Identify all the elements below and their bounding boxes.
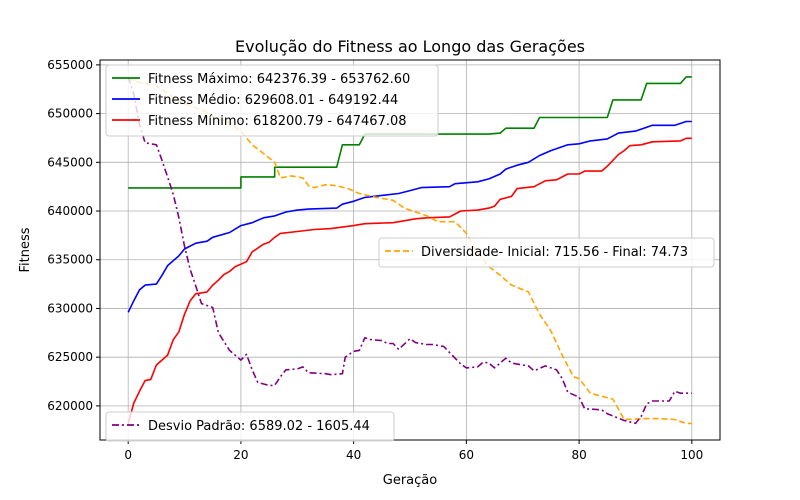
x-tick-label: 0 [124,448,132,462]
x-tick-label: 20 [233,448,248,462]
series-line-3 [127,77,692,425]
plot-frame [99,59,721,441]
legend-label-4: Desvio Padrão: 6589.02 - 1605.44 [148,419,370,434]
y-tick-label: 620000 [47,399,93,413]
series-line-0 [128,76,692,189]
legends: Fitness Máximo: 642376.39 - 653762.60 Fit… [105,64,715,442]
x-tick-label: 80 [571,448,586,462]
legend-label-2: Fitness Mínimo: 618200.79 - 647467.08 [148,114,407,129]
y-tick-label: 625000 [47,350,93,364]
series-line-4 [127,76,692,425]
x-axis-label: Geração [383,473,437,488]
legend-center-right-frame [378,237,715,268]
y-tick-label: 640000 [47,204,93,218]
legend-center-right: Diversidade- Inicial: 715.56 - Final: 74… [378,237,715,268]
legend-top-left-frame [105,64,439,137]
legend-top-left: Fitness Máximo: 642376.39 - 653762.60 Fit… [105,64,439,137]
chart-title: Evolução do Fitness ao Longo das Geraçõe… [235,37,585,56]
y-axis-label: Fitness [18,227,33,272]
x-tick-label: 40 [346,448,361,462]
y-tick-label: 630000 [47,301,93,315]
legend-label-3: Diversidade- Inicial: 715.56 - Final: 74… [421,245,688,260]
y-tick-label: 655000 [47,58,93,72]
y-tick-label: 645000 [47,155,93,169]
series-lines [127,76,692,425]
y-tick-label: 650000 [47,107,93,121]
legend-label-0: Fitness Máximo: 642376.39 - 653762.60 [148,72,410,87]
y-tick-label: 635000 [47,253,93,267]
legend-bottom-left: Desvio Padrão: 6589.02 - 1605.44 [105,411,395,442]
x-tick-label: 60 [459,448,474,462]
series-line-2 [127,137,692,424]
x-tick-label: 100 [680,448,703,462]
legend-label-1: Fitness Médio: 629608.01 - 649192.44 [148,93,398,108]
legend-bottom-left-frame [105,411,395,442]
